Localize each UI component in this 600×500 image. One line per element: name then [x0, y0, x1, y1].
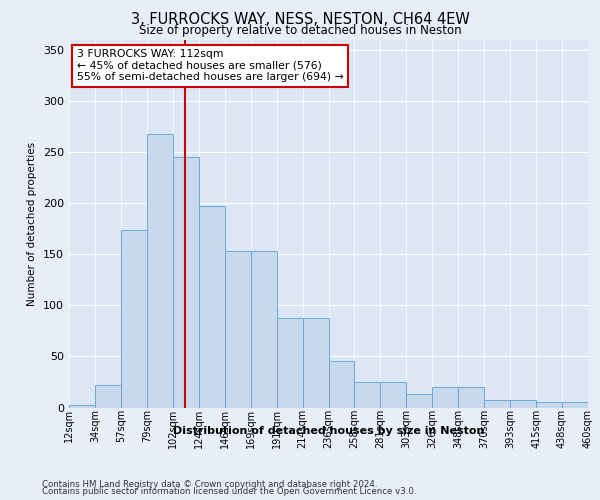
Bar: [433, 387, 458, 407]
Bar: [69, 406, 95, 407]
Y-axis label: Number of detached properties: Number of detached properties: [28, 142, 37, 306]
Bar: [536, 402, 562, 407]
Text: Contains HM Land Registry data © Crown copyright and database right 2024.: Contains HM Land Registry data © Crown c…: [42, 480, 377, 489]
Bar: [95, 385, 121, 407]
Text: 3 FURROCKS WAY: 112sqm
← 45% of detached houses are smaller (576)
55% of semi-de: 3 FURROCKS WAY: 112sqm ← 45% of detached…: [77, 49, 344, 82]
Text: Distribution of detached houses by size in Neston: Distribution of detached houses by size …: [173, 426, 484, 436]
Bar: [173, 158, 199, 408]
Text: Contains public sector information licensed under the Open Government Licence v3: Contains public sector information licen…: [42, 488, 416, 496]
Bar: [277, 318, 302, 408]
Bar: [225, 252, 251, 408]
Bar: [406, 394, 432, 407]
Text: Size of property relative to detached houses in Neston: Size of property relative to detached ho…: [139, 24, 461, 37]
Text: 3, FURROCKS WAY, NESS, NESTON, CH64 4EW: 3, FURROCKS WAY, NESS, NESTON, CH64 4EW: [131, 12, 469, 28]
Bar: [121, 230, 147, 408]
Bar: [510, 400, 536, 407]
Bar: [562, 402, 588, 407]
Bar: [147, 134, 173, 407]
Bar: [329, 360, 355, 408]
Bar: [458, 387, 484, 407]
Bar: [380, 382, 406, 407]
Bar: [484, 400, 510, 407]
Bar: [355, 382, 380, 407]
Bar: [302, 318, 329, 408]
Bar: [199, 206, 224, 408]
Bar: [251, 252, 277, 408]
